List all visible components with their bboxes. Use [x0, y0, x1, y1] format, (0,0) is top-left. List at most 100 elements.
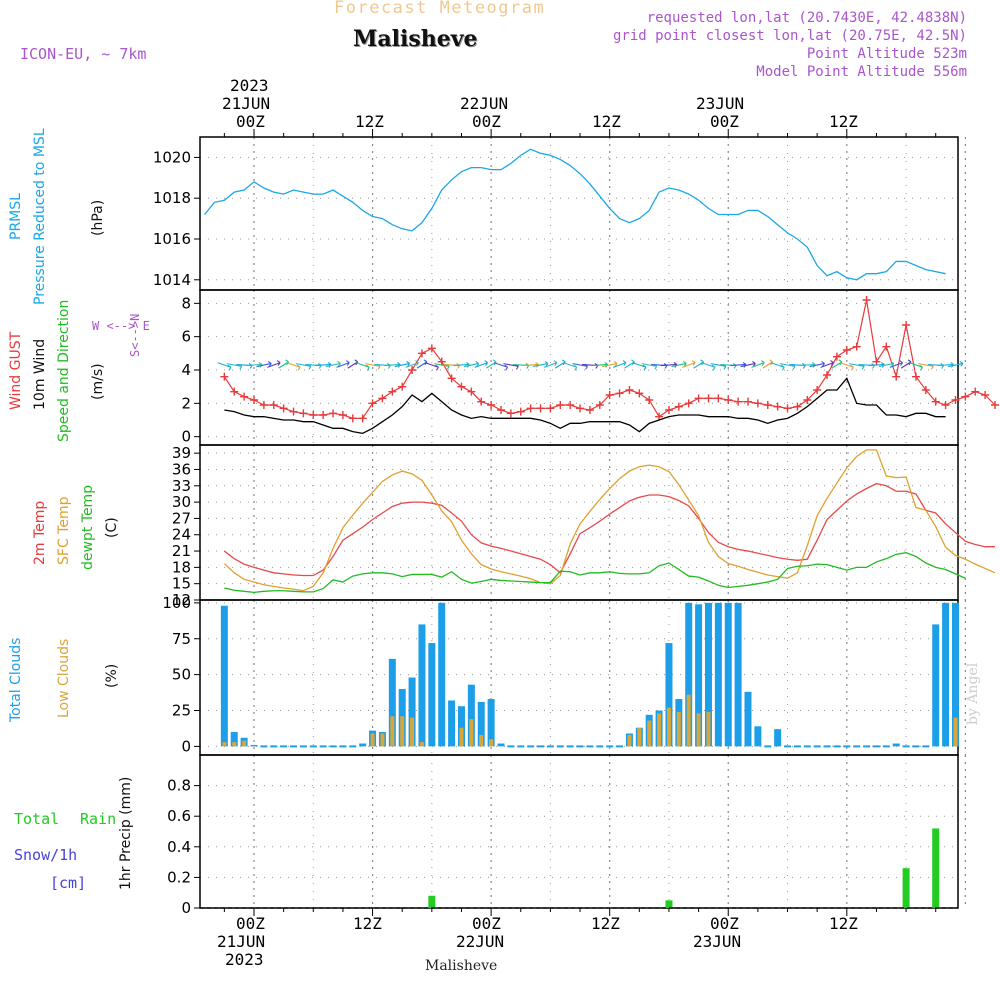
gust-marker — [526, 404, 535, 413]
direction-arrow — [286, 362, 301, 371]
direction-arrow — [878, 360, 895, 368]
label-total-clouds: Total Clouds — [8, 637, 24, 722]
y-tick-label: 25 — [172, 702, 191, 720]
total-cloud-bar — [270, 745, 278, 748]
chart-title: Forecast Meteogram — [334, 0, 546, 18]
gust-marker — [556, 401, 565, 409]
direction-arrow — [682, 360, 696, 368]
low-cloud-bar — [410, 717, 415, 747]
direction-arrow — [217, 362, 232, 371]
gust-marker — [793, 402, 802, 411]
gust-marker — [220, 372, 229, 381]
direction-arrow — [693, 359, 705, 369]
total-cloud-bar — [497, 743, 505, 747]
gust-marker — [931, 397, 940, 406]
label-2m-temp: 2m Temp — [32, 500, 48, 565]
gust-marker — [378, 394, 387, 403]
label-precip: 1hr Precip (mm) — [118, 776, 134, 890]
location-title: Malisheve — [353, 26, 478, 52]
gust-marker — [981, 391, 990, 399]
gust-marker — [467, 387, 476, 396]
gust-marker — [329, 409, 338, 418]
label-percent: (%) — [104, 663, 120, 688]
y-tick-label: 30 — [172, 493, 191, 511]
direction-arrow — [918, 363, 934, 370]
low-cloud-bar — [400, 716, 405, 747]
total-cloud-bar — [290, 745, 298, 748]
direction-arrow — [453, 361, 470, 368]
y-tick-label: 0 — [181, 899, 191, 917]
total-cloud-bar — [596, 745, 604, 748]
gust-marker — [862, 296, 871, 304]
total-cloud-bar — [902, 745, 910, 748]
direction-arrow — [572, 363, 589, 370]
top-tick-5: 00Z — [710, 112, 739, 131]
label-low-clouds: Low Clouds — [56, 638, 72, 718]
direction-arrow — [602, 360, 618, 368]
gust-marker — [576, 404, 585, 413]
label-ms: (m/s) — [90, 363, 106, 400]
direction-arrow — [889, 360, 904, 368]
y-tick-label: 0 — [181, 428, 191, 446]
gust-marker — [566, 401, 575, 409]
direction-arrow — [512, 362, 530, 369]
low-cloud-bar — [953, 717, 958, 747]
label-pressure: Pressure Reduced to MSL — [32, 128, 48, 305]
direction-arrow — [563, 362, 578, 371]
y-tick-label: 21 — [172, 542, 191, 560]
direction-arrow — [868, 361, 885, 368]
low-cloud-bar — [637, 727, 642, 747]
direction-arrow — [740, 360, 756, 368]
bottom-tick-4: 12Z — [591, 914, 620, 933]
direction-arrow — [555, 359, 566, 369]
gust-marker — [714, 394, 723, 403]
direction-arrow — [612, 360, 627, 368]
gust-marker — [417, 349, 426, 358]
y-tick-label: 15 — [172, 575, 191, 593]
gust-marker — [348, 414, 357, 423]
bottom-tick-3: 00Z — [472, 914, 501, 933]
top-date-2: 22JUN — [460, 94, 509, 113]
direction-arrow — [858, 362, 875, 369]
gust-marker — [536, 404, 545, 413]
sfc-temp-line — [223, 449, 996, 592]
total-cloud-bar — [833, 745, 841, 748]
model-altitude: Model Point Altitude 556m — [756, 64, 967, 80]
gust-marker — [991, 401, 999, 409]
low-cloud-bar — [390, 716, 395, 747]
y-tick-label: 100 — [162, 594, 191, 612]
total-cloud-bar — [704, 602, 712, 747]
direction-arrow — [900, 359, 912, 369]
total-cloud-bar — [645, 714, 653, 747]
direction-arrow — [947, 360, 964, 368]
gust-marker — [240, 392, 249, 401]
total-cloud-bar — [872, 745, 880, 748]
direction-arrow — [799, 361, 816, 368]
gust-marker — [655, 412, 664, 421]
gust-marker — [615, 389, 624, 398]
direction-arrow — [325, 360, 341, 368]
total-cloud-bar — [942, 602, 950, 747]
y-tick-label: 2 — [181, 394, 191, 412]
direction-arrow — [485, 359, 497, 369]
low-cloud-bar — [657, 713, 662, 747]
direction-arrow — [641, 363, 658, 370]
gust-marker — [832, 352, 841, 361]
direction-arrow — [256, 360, 272, 368]
y-tick-label: 50 — [172, 666, 191, 684]
top-date-3: 23JUN — [696, 94, 745, 113]
label-celsius: (C) — [104, 517, 120, 538]
direction-arrow — [849, 363, 865, 370]
y-tick-label: 4 — [181, 361, 191, 379]
direction-arrow — [762, 359, 774, 369]
compass-ns: S<-->N — [128, 313, 142, 357]
direction-arrow — [355, 362, 370, 371]
direction-arrow — [720, 362, 737, 369]
top-date-1: 21JUN — [222, 94, 271, 113]
total-cloud-bar — [388, 658, 396, 747]
gust-marker — [269, 401, 278, 409]
rain-bar — [428, 895, 436, 908]
total-cloud-bar — [220, 605, 228, 747]
gust-marker — [408, 366, 417, 374]
